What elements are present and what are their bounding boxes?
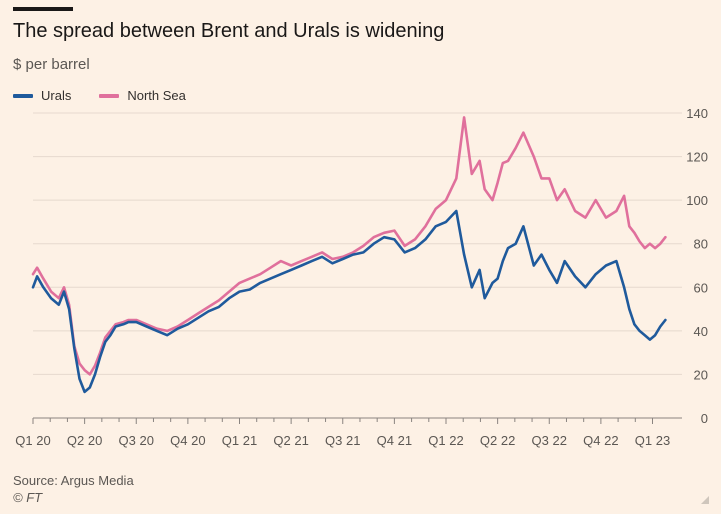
y-tick-label: 80 (694, 237, 708, 252)
chart-subtitle: $ per barrel (13, 56, 90, 73)
x-tick-label: Q1 22 (428, 433, 463, 448)
source-note: Source: Argus Media (13, 473, 134, 488)
x-tick-label: Q2 21 (273, 433, 308, 448)
y-tick-label: 60 (694, 280, 708, 295)
x-tick-label: Q3 22 (532, 433, 567, 448)
x-tick-label: Q3 20 (119, 433, 154, 448)
legend-swatch-north-sea (99, 93, 120, 98)
x-tick-label: Q1 23 (635, 433, 670, 448)
y-tick-label: 40 (694, 324, 708, 339)
chart-legend: Urals North Sea (13, 88, 214, 103)
y-tick-label: 140 (686, 106, 708, 121)
brand-bar (13, 7, 73, 11)
legend-item-north-sea: North Sea (99, 88, 186, 103)
y-tick-label: 0 (701, 411, 708, 426)
y-tick-label: 100 (686, 193, 708, 208)
corner-resize-icon (701, 496, 709, 504)
legend-label-north-sea: North Sea (127, 88, 186, 103)
legend-label-urals: Urals (41, 88, 72, 103)
x-tick-label: Q4 20 (170, 433, 205, 448)
x-tick-label: Q2 20 (67, 433, 102, 448)
series-line-urals (31, 209, 667, 394)
ft-credit: © FT (13, 490, 43, 505)
x-tick-label: Q4 22 (583, 433, 618, 448)
x-tick-label: Q4 21 (377, 433, 412, 448)
x-tick-label: Q1 20 (15, 433, 50, 448)
y-tick-label: 120 (686, 150, 708, 165)
legend-item-urals: Urals (13, 88, 71, 103)
x-tick-label: Q2 22 (480, 433, 515, 448)
x-tick-label: Q3 21 (325, 433, 360, 448)
series-line-north-sea (31, 116, 667, 376)
y-tick-label: 20 (694, 367, 708, 382)
x-tick-label: Q1 21 (222, 433, 257, 448)
chart-title: The spread between Brent and Urals is wi… (13, 20, 445, 42)
legend-swatch-urals (13, 93, 33, 98)
